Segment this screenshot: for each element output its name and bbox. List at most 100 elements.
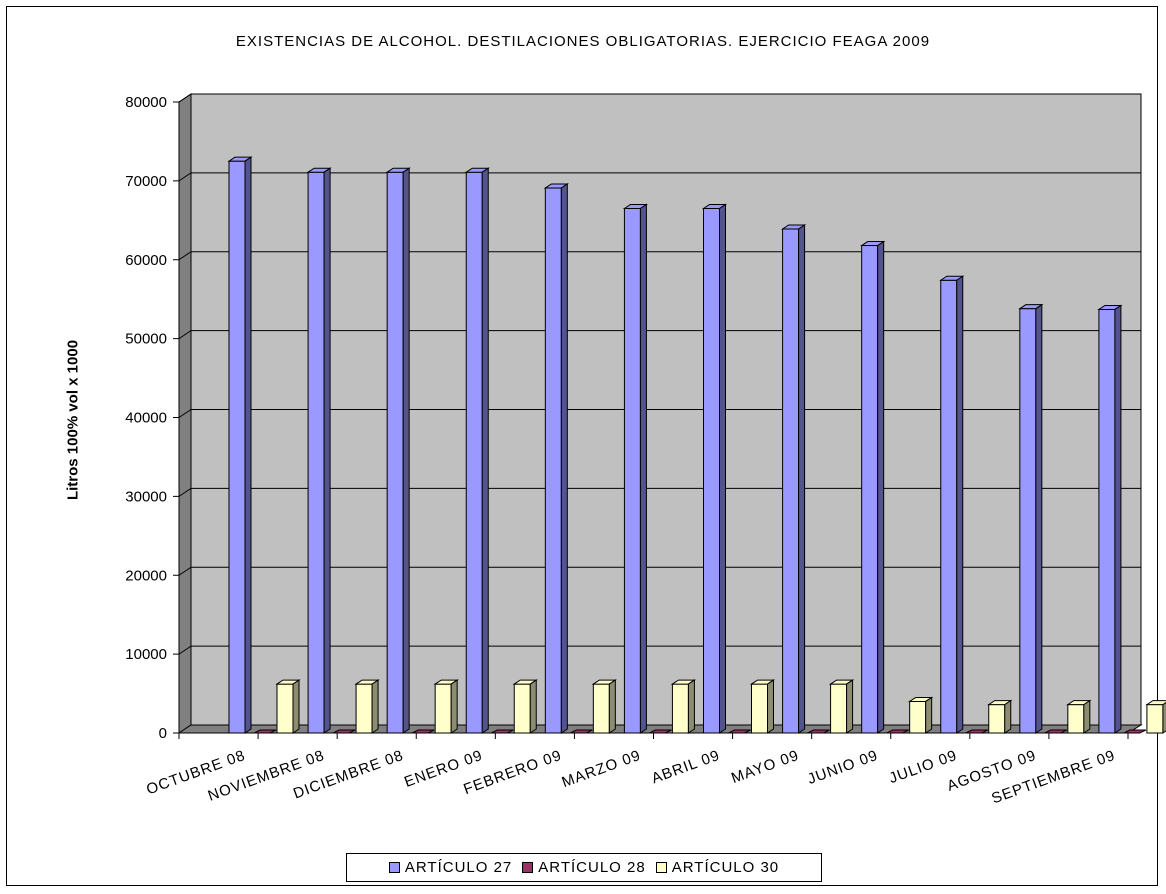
y-tick-label: 10000 xyxy=(125,646,167,663)
bar-side xyxy=(1162,701,1166,734)
bar-side xyxy=(719,203,726,734)
bar-side xyxy=(608,679,616,734)
bar-front xyxy=(228,160,246,734)
bar-side xyxy=(1083,699,1091,734)
bar-side xyxy=(846,679,854,734)
bar-side xyxy=(529,679,537,734)
bar-front xyxy=(592,683,610,734)
bar-2-4 xyxy=(591,679,617,734)
bar-side xyxy=(877,240,885,734)
y-tick-label: 60000 xyxy=(125,252,167,269)
bar-front xyxy=(940,279,958,734)
bar-side xyxy=(560,183,568,734)
bar-side xyxy=(371,679,379,734)
bar-front xyxy=(861,245,879,734)
bar-front xyxy=(671,683,689,734)
bar-front xyxy=(1146,704,1164,734)
bar-1-11 xyxy=(1123,729,1147,734)
bar-side xyxy=(450,679,458,734)
bar-front xyxy=(386,171,404,734)
bar-flat xyxy=(1123,729,1147,734)
bar-side xyxy=(402,167,410,734)
bar-0-9 xyxy=(939,275,965,734)
bar-0-3 xyxy=(464,167,490,734)
bar-side xyxy=(798,224,806,734)
bar-2-2 xyxy=(433,679,459,734)
bar-0-4 xyxy=(543,183,569,734)
bar-2-7 xyxy=(828,679,855,734)
bar-front xyxy=(465,171,483,734)
bar-front xyxy=(623,207,641,734)
bar-front xyxy=(782,228,800,734)
gridline-side xyxy=(178,93,192,103)
bar-front xyxy=(1098,308,1116,734)
bar-side xyxy=(925,696,933,734)
bar-0-6 xyxy=(701,203,728,734)
bar-0-7 xyxy=(780,224,807,734)
bar-front xyxy=(751,683,768,734)
bar-0-5 xyxy=(622,203,649,734)
bar-0-10 xyxy=(1018,303,1044,734)
bar-front xyxy=(276,683,294,734)
y-tick-label: 40000 xyxy=(125,410,167,427)
bar-side xyxy=(481,167,489,734)
bar-top xyxy=(1145,700,1166,706)
bar-2-6 xyxy=(749,679,776,734)
bar-0-1 xyxy=(306,167,332,734)
bar-side xyxy=(767,679,774,734)
gridline-side xyxy=(178,330,192,340)
x-tick-label: ABRIL 09 xyxy=(649,747,722,787)
bar-2-1 xyxy=(354,679,380,734)
bar-front xyxy=(544,187,562,734)
bar-2-0 xyxy=(275,679,301,734)
bar-front xyxy=(434,683,452,734)
bar-0-2 xyxy=(385,167,411,734)
bar-front xyxy=(988,704,1006,734)
bar-side xyxy=(1035,303,1043,734)
gridline-side xyxy=(178,251,192,261)
bar-side xyxy=(244,156,252,734)
bar-2-5 xyxy=(670,679,697,734)
gridline-side xyxy=(178,487,192,497)
x-tick-label: MAYO 09 xyxy=(729,747,801,787)
bar-side xyxy=(956,275,964,734)
legend-swatch-articulo-28 xyxy=(522,862,534,873)
y-tick-label: 70000 xyxy=(125,173,167,190)
bar-front xyxy=(513,683,531,734)
gridline-side xyxy=(178,409,192,418)
chart-title: EXISTENCIAS DE ALCOHOL. DESTILACIONES OB… xyxy=(235,33,931,50)
bar-front xyxy=(830,683,848,734)
bar-2-9 xyxy=(987,699,1013,734)
y-tick-label: 30000 xyxy=(125,488,167,505)
gridline-side xyxy=(178,172,192,182)
legend-swatch-articulo-30 xyxy=(655,862,667,873)
gridline-side xyxy=(178,566,192,576)
bar-front xyxy=(355,683,373,734)
legend-label-articulo-30: ARTÍCULO 30 xyxy=(671,859,780,876)
bar-side xyxy=(1004,699,1012,734)
bar-2-10 xyxy=(1066,699,1092,734)
bar-front xyxy=(1067,704,1085,734)
legend-item-articulo-30: ARTÍCULO 30 xyxy=(655,859,780,876)
legend-item-articulo-27: ARTÍCULO 27 xyxy=(388,859,513,876)
chart-legend: ARTÍCULO 27 ARTÍCULO 28 ARTÍCULO 30 xyxy=(346,853,822,882)
bar-side xyxy=(323,167,331,734)
bar-2-8 xyxy=(908,696,934,734)
bar-side xyxy=(639,203,647,734)
bar-front xyxy=(307,171,325,734)
y-tick-label: 80000 xyxy=(125,94,167,111)
legend-label-articulo-27: ARTÍCULO 27 xyxy=(404,859,513,876)
bar-0-0 xyxy=(227,156,253,734)
bar-front xyxy=(1019,308,1037,734)
legend-label-articulo-28: ARTÍCULO 28 xyxy=(538,859,646,876)
x-tick-label: MARZO 09 xyxy=(560,747,644,791)
bar-2-11 xyxy=(1145,700,1166,734)
bar-side xyxy=(292,679,300,734)
legend-item-articulo-28: ARTÍCULO 28 xyxy=(522,859,645,876)
bar-2-3 xyxy=(512,679,538,734)
x-tick-label: JUNIO 09 xyxy=(805,747,880,788)
y-tick-label: 20000 xyxy=(125,567,167,584)
bar-side xyxy=(1114,304,1122,734)
bar-0-11 xyxy=(1097,304,1123,734)
